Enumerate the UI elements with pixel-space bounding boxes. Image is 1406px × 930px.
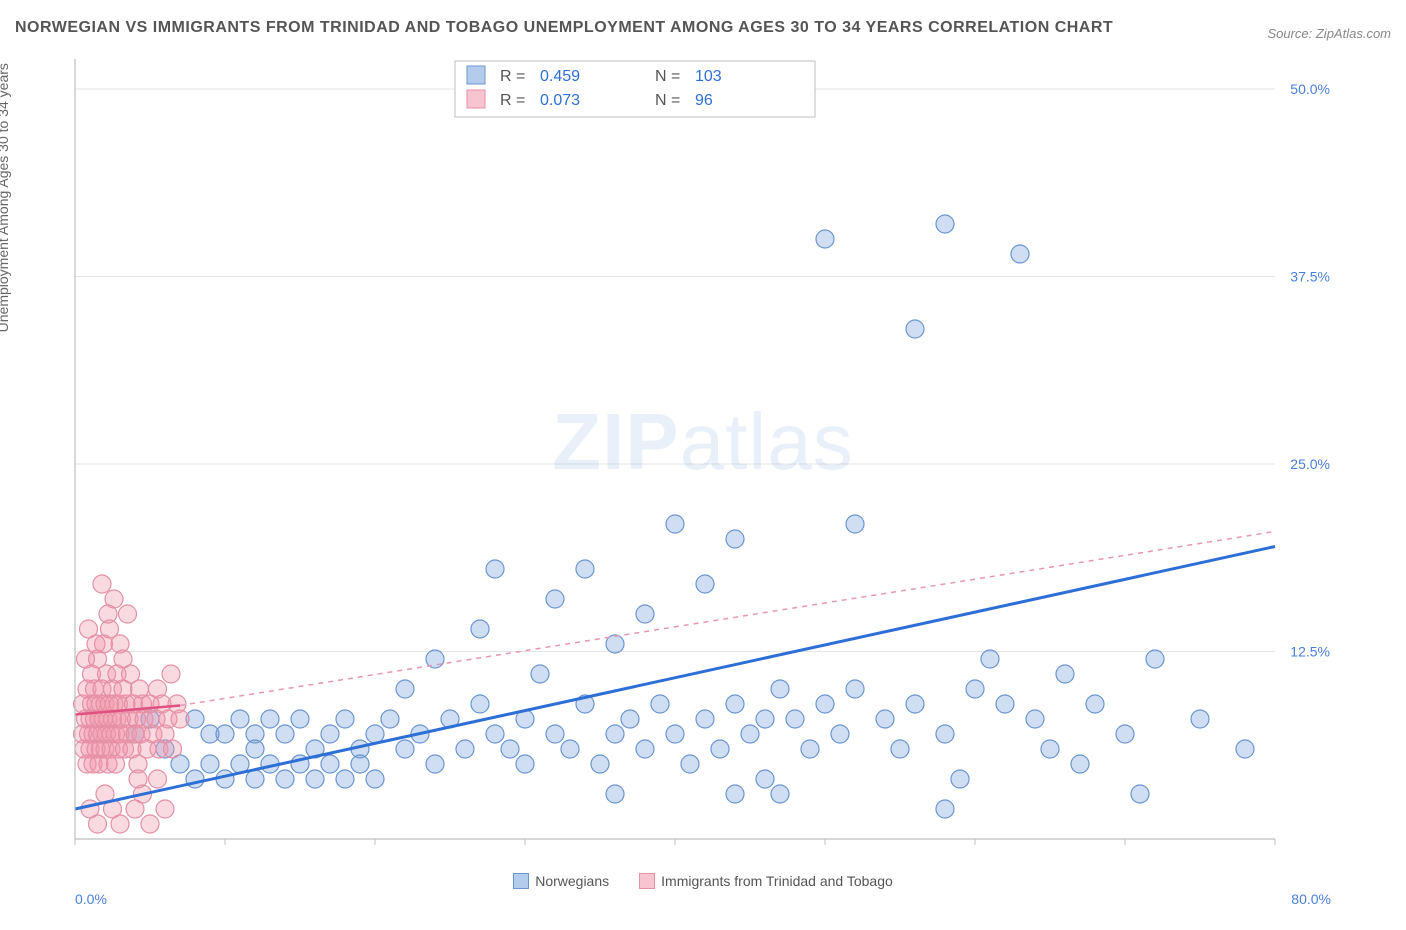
legend-item: Immigrants from Trinidad and Tobago bbox=[639, 873, 893, 889]
svg-text:25.0%: 25.0% bbox=[1290, 456, 1330, 472]
svg-text:50.0%: 50.0% bbox=[1290, 81, 1330, 97]
legend-label: Immigrants from Trinidad and Tobago bbox=[661, 873, 893, 889]
svg-text:0.459: 0.459 bbox=[540, 68, 580, 85]
svg-text:103: 103 bbox=[695, 68, 722, 85]
svg-text:R =: R = bbox=[500, 92, 525, 109]
svg-text:37.5%: 37.5% bbox=[1290, 268, 1330, 284]
svg-text:R =: R = bbox=[500, 68, 525, 85]
scatter-chart: 12.5% 25.0% 37.5% 50.0% R = 0.459 N = 103 R = 0.0… bbox=[15, 49, 1335, 869]
x-axis-max-label: 80.0% bbox=[1291, 891, 1331, 907]
source-label: Source: ZipAtlas.com bbox=[1267, 26, 1391, 41]
legend-swatch bbox=[513, 873, 529, 889]
legend: Norwegians Immigrants from Trinidad and T… bbox=[15, 873, 1391, 889]
svg-text:N =: N = bbox=[655, 92, 680, 109]
svg-text:N =: N = bbox=[655, 68, 680, 85]
legend-label: Norwegians bbox=[535, 873, 609, 889]
y-axis-label: Unemployment Among Ages 30 to 34 years bbox=[0, 63, 11, 332]
chart-container: Unemployment Among Ages 30 to 34 years Z… bbox=[15, 49, 1391, 869]
svg-text:0.073: 0.073 bbox=[540, 92, 580, 109]
svg-text:96: 96 bbox=[695, 92, 713, 109]
chart-title: NORWEGIAN VS IMMIGRANTS FROM TRINIDAD AN… bbox=[15, 15, 1113, 41]
legend-swatch bbox=[639, 873, 655, 889]
svg-text:12.5%: 12.5% bbox=[1290, 643, 1330, 659]
legend-item: Norwegians bbox=[513, 873, 609, 889]
x-axis-min-label: 0.0% bbox=[75, 891, 107, 907]
